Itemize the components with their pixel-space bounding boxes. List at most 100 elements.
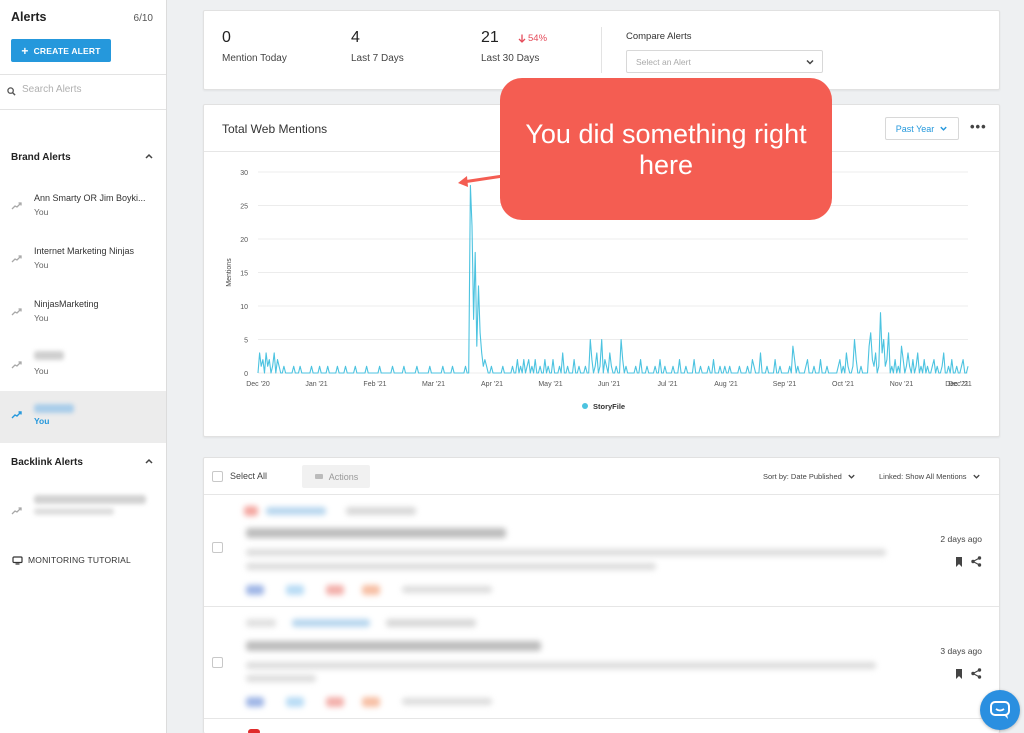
alert-owner: You: [34, 416, 50, 426]
stat-value: 0: [222, 29, 231, 46]
x-tick-label: Dec '21: [945, 381, 969, 388]
backlink-alerts-header[interactable]: Backlink Alerts: [0, 453, 166, 473]
chat-icon: [990, 701, 1010, 719]
y-tick-label: 5: [244, 338, 248, 345]
sort-label: Sort by: Date Published: [763, 472, 842, 481]
sidebar-title: Alerts: [11, 10, 47, 24]
create-alert-label: CREATE ALERT: [33, 45, 101, 56]
chat-bubble-icon: [314, 473, 323, 479]
time-ago: 3 days ago: [940, 646, 982, 656]
chevron-up-icon[interactable]: [144, 151, 154, 161]
alert-count: 6/10: [133, 13, 153, 24]
chevron-down-icon: [972, 474, 980, 479]
brand-alerts-header[interactable]: Brand Alerts: [0, 148, 166, 168]
divider: [601, 27, 602, 73]
redacted-social: [362, 585, 380, 595]
alert-name: Internet Marketing Ninjas: [34, 246, 135, 256]
redacted-date: [346, 507, 416, 515]
select-all-checkbox[interactable]: [212, 471, 223, 482]
trend-icon: [11, 255, 22, 263]
y-tick-label: 15: [240, 271, 248, 278]
x-tick-label: Nov '21: [890, 381, 914, 388]
alert-item[interactable]: You: [0, 341, 166, 393]
row-checkbox[interactable]: [212, 657, 223, 668]
x-tick-label: Jun '21: [598, 381, 620, 388]
arrow-down-icon: [518, 34, 526, 43]
redacted-title: [246, 641, 541, 651]
mention-row[interactable]: 3 days ago: [204, 607, 999, 719]
redacted-source: [292, 619, 370, 627]
redacted-social: [286, 697, 304, 707]
alert-item[interactable]: Internet Marketing Ninjas You: [0, 235, 166, 287]
redacted-snippet: [246, 549, 886, 556]
bookmark-icon[interactable]: [955, 669, 963, 679]
chevron-up-icon[interactable]: [144, 456, 154, 466]
backlink-alert-item[interactable]: [0, 487, 166, 539]
callout-arrow: [458, 174, 504, 187]
chevron-down-icon: [940, 126, 947, 131]
plus-icon: +: [21, 43, 29, 58]
monitoring-tutorial-link[interactable]: MONITORING TUTORIAL: [12, 555, 131, 565]
alert-item[interactable]: Ann Smarty OR Jim Boyki... You: [0, 182, 166, 234]
x-tick-label: May '21: [538, 381, 562, 388]
share-icon[interactable]: [971, 556, 982, 567]
linked-dropdown[interactable]: Linked: Show All Mentions: [879, 472, 981, 481]
sidebar: Alerts 6/10 + CREATE ALERT Brand Alerts …: [0, 0, 167, 733]
alert-owner: You: [34, 313, 49, 323]
stat-today: 0 Mention Today: [222, 29, 287, 64]
chart-title: Total Web Mentions: [222, 122, 328, 136]
stat-value: 4: [351, 29, 360, 46]
row-checkbox[interactable]: [212, 542, 223, 553]
stat-label: Mention Today: [222, 53, 287, 64]
chevron-down-icon: [806, 59, 814, 65]
redacted-date: [386, 619, 476, 627]
actions-button[interactable]: Actions: [302, 465, 370, 488]
trend-icon: [11, 202, 22, 210]
delta-value: 54%: [528, 33, 548, 44]
trend-icon: [11, 507, 22, 515]
stat-label: Last 7 Days: [351, 53, 404, 64]
bookmark-icon[interactable]: [955, 557, 963, 567]
sort-dropdown[interactable]: Sort by: Date Published: [763, 472, 856, 481]
legend-label: StoryFile: [593, 402, 625, 411]
search-bar: [0, 75, 166, 110]
redacted-snippet: [246, 563, 656, 570]
redacted-meta: [402, 586, 492, 593]
x-tick-label: Sep '21: [773, 381, 797, 388]
mention-row[interactable]: 2 days ago: [204, 495, 999, 607]
create-alert-button[interactable]: + CREATE ALERT: [11, 39, 111, 62]
x-tick-label: Oct '21: [832, 381, 854, 388]
time-ago: 2 days ago: [940, 534, 982, 544]
alert-item[interactable]: NinjasMarketing You: [0, 288, 166, 340]
source-logo: [244, 506, 258, 516]
redacted-source: [266, 507, 326, 515]
redacted-alert-name: [34, 495, 146, 504]
share-icon[interactable]: [971, 668, 982, 679]
y-tick-label: 20: [240, 237, 248, 244]
backlink-alerts-label: Backlink Alerts: [11, 457, 83, 468]
search-input[interactable]: [22, 84, 157, 95]
more-options-icon[interactable]: •••: [970, 119, 987, 134]
alert-owner: You: [34, 366, 49, 376]
brand-alerts-label: Brand Alerts: [11, 152, 71, 163]
alert-item-selected[interactable]: You: [0, 391, 166, 443]
monitoring-tutorial-label: MONITORING TUTORIAL: [28, 555, 131, 565]
alert-owner: You: [34, 207, 49, 217]
mentions-list-card: Select All Actions Sort by: Date Publish…: [203, 457, 1000, 733]
chevron-down-icon: [848, 474, 855, 479]
range-dropdown[interactable]: Past Year: [885, 117, 959, 140]
stat-label: Last 30 Days: [481, 53, 540, 64]
redacted-alert-name: [34, 351, 64, 360]
linked-label: Linked: Show All Mentions: [879, 472, 967, 481]
alert-name: Ann Smarty OR Jim Boyki...: [34, 193, 146, 203]
redacted-social: [326, 697, 344, 707]
stat-week: 4 Last 7 Days: [351, 29, 404, 64]
chat-widget-button[interactable]: [980, 690, 1020, 730]
trend-icon: [11, 361, 22, 369]
redacted-source: [246, 619, 276, 627]
compare-alerts-select[interactable]: Select an Alert: [626, 50, 823, 73]
x-tick-label: Jul '21: [657, 381, 677, 388]
redacted-title: [246, 528, 506, 538]
alert-owner: You: [34, 260, 49, 270]
legend-marker: [582, 403, 588, 409]
